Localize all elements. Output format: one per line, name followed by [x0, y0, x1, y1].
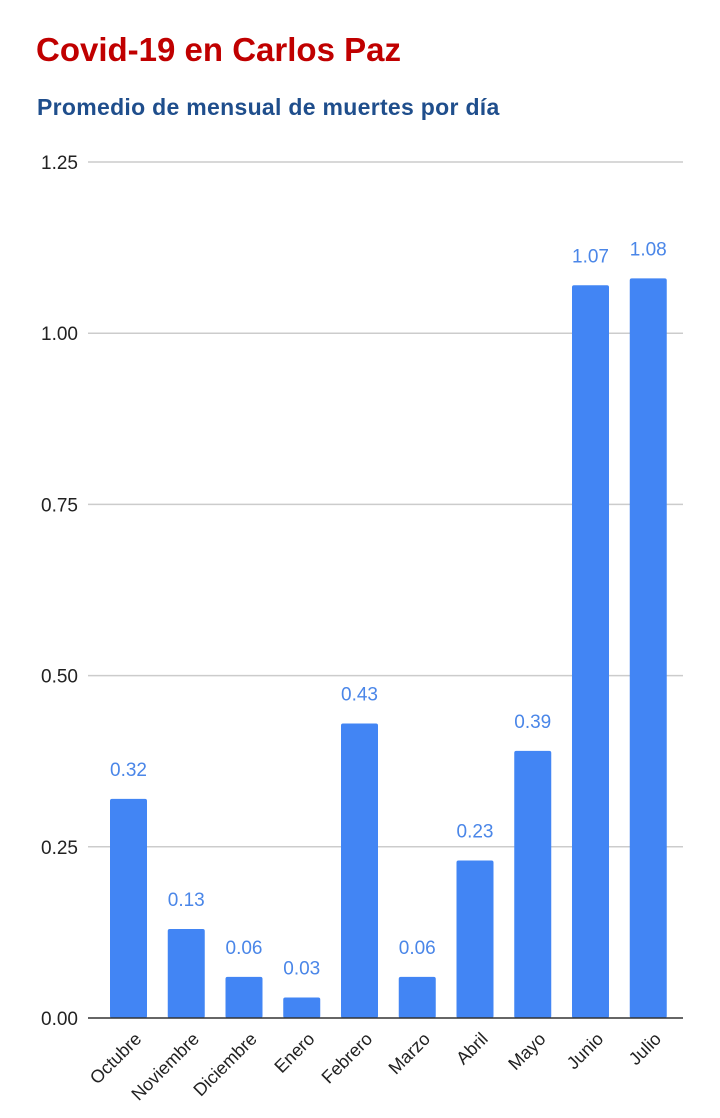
y-tick-label: 1.00 — [41, 324, 78, 345]
data-label: 0.39 — [514, 712, 551, 733]
data-label: 0.06 — [226, 938, 263, 959]
data-label: 1.07 — [572, 246, 609, 267]
data-label: 1.08 — [630, 239, 667, 260]
y-tick-label: 0.00 — [41, 1009, 78, 1030]
data-label: 0.43 — [341, 685, 378, 706]
bar-junio — [572, 285, 609, 1018]
x-tick-label: Enero — [270, 1029, 318, 1077]
x-tick-label: Marzo — [385, 1029, 435, 1079]
y-axis-ticks: 0.00 0.25 0.50 0.75 1.00 1.25 — [41, 153, 78, 1030]
bar-enero — [283, 997, 321, 1018]
y-tick-label: 0.50 — [41, 667, 78, 688]
data-label: 0.32 — [110, 760, 147, 781]
bar-noviembre — [167, 928, 205, 1018]
chart-subtitle: Promedio de mensual de muertes por día — [37, 94, 500, 120]
data-label: 0.23 — [457, 821, 494, 842]
y-tick-label: 1.25 — [41, 153, 78, 174]
x-tick-label: Diciembre — [189, 1029, 260, 1100]
data-label: 0.13 — [168, 890, 205, 911]
data-label: 0.06 — [399, 938, 436, 959]
chart-title: Covid-19 en Carlos Paz — [36, 31, 401, 68]
data-label: 0.03 — [283, 958, 320, 979]
x-tick-label: Abril — [452, 1029, 492, 1069]
x-tick-label: Octubre — [86, 1029, 145, 1088]
x-tick-label: Junio — [563, 1029, 608, 1074]
x-tick-label: Mayo — [504, 1029, 549, 1074]
bar-diciembre — [225, 976, 263, 1018]
bar-abril — [456, 860, 494, 1018]
x-tick-label: Febrero — [318, 1029, 377, 1088]
x-tick-label: Julio — [625, 1029, 665, 1069]
data-labels: 0.32 0.13 0.06 0.03 0.43 0.06 0.23 0.39 1.07 1.08 — [110, 239, 667, 979]
bar-febrero — [341, 723, 378, 1018]
bars — [110, 278, 667, 1018]
bar-mayo — [514, 750, 552, 1018]
bar-marzo — [398, 976, 436, 1018]
y-tick-label: 0.25 — [41, 838, 78, 859]
y-tick-label: 0.75 — [41, 495, 78, 516]
bar-octubre — [110, 798, 147, 1018]
bar-julio — [629, 278, 667, 1018]
